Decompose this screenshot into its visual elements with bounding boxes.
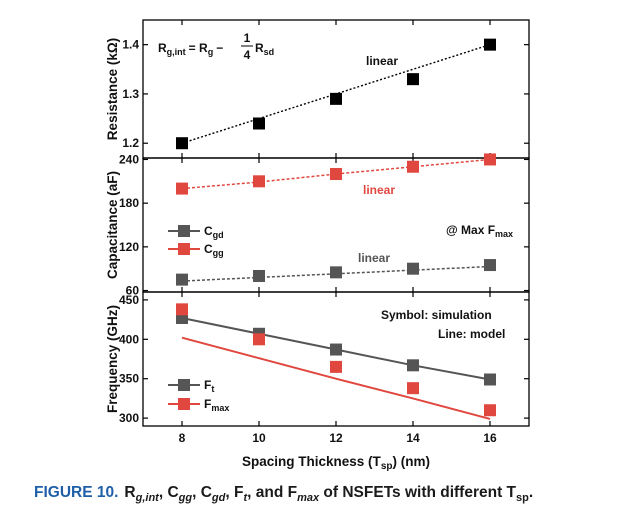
series-markers (176, 38, 496, 417)
capacitance-legend: Cgd Cgg (168, 224, 224, 258)
svg-text:Rg,int= Rg−: Rg,int = Rg − (158, 41, 223, 57)
cgd-fit-line (181, 265, 491, 282)
max-fmax-annotation: @ Max Fmax (446, 223, 513, 239)
fmax-marker (407, 382, 419, 395)
svg-text:1: 1 (244, 31, 251, 45)
y-tick-label: 400 (119, 332, 139, 346)
resistance-marker (330, 92, 342, 105)
fmax-marker (176, 303, 188, 316)
y-tick-label: 1.2 (122, 136, 139, 150)
ft-marker (330, 343, 342, 356)
x-tick-label: 16 (483, 431, 497, 445)
y-tick-label: 240 (119, 152, 139, 166)
ft-marker (407, 359, 419, 372)
resistance-equation: Rg,int = Rg − 1 4 Rsd (158, 31, 274, 62)
fmax-model-line (181, 336, 491, 420)
simulation-annotation: Symbol: simulation (381, 308, 492, 322)
cgg-marker (176, 182, 188, 195)
ft-marker (484, 373, 496, 386)
y-tick-label: 120 (119, 240, 139, 254)
svg-text:Cgd: Cgd (204, 224, 224, 240)
cgd-marker (407, 262, 419, 275)
fmax-marker (330, 360, 342, 373)
svg-text:Rsd: Rsd (255, 41, 274, 57)
fmax-marker (484, 404, 496, 417)
cgg-marker (253, 175, 265, 188)
cgg-marker (330, 168, 342, 181)
resistance-ylabel: Resistance (kΩ) (105, 38, 120, 140)
cgd-marker (330, 266, 342, 279)
resistance-marker (484, 38, 496, 51)
svg-text:4: 4 (244, 48, 251, 62)
cgg-marker (407, 160, 419, 173)
resistance-fit-label: linear (366, 54, 398, 68)
cgd-marker (176, 273, 188, 286)
y-tick-label: 450 (119, 293, 139, 307)
cgd-fit-label: linear (358, 251, 390, 265)
x-axis-label: Spacing Thickness (Tsp) (nm) (242, 454, 430, 472)
cgg-marker (484, 153, 496, 166)
cgg-fit-label: linear (363, 183, 395, 197)
resistance-marker (176, 137, 188, 150)
cgg-fit-line (181, 158, 491, 190)
x-tick-label: 12 (329, 431, 343, 445)
frequency-ylabel: Frequency (GHz) (105, 305, 120, 413)
model-annotation: Line: model (438, 327, 505, 341)
resistance-marker (407, 73, 419, 86)
y-tick-label: 300 (119, 411, 139, 425)
cgd-marker (253, 269, 265, 282)
y-tick-label: 60 (126, 284, 140, 298)
tick-labels: 1.2 1.3 1.4 60 120 180 240 300 350 400 450 8 10 12 14 1… (119, 38, 497, 445)
frequency-legend: Ft Fmax (168, 378, 229, 413)
cgd-marker (484, 259, 496, 272)
y-tick-label: 1.3 (122, 87, 139, 101)
svg-text:Fmax: Fmax (204, 397, 229, 413)
x-tick-label: 10 (252, 431, 266, 445)
y-tick-label: 180 (119, 196, 139, 210)
caption-label: FIGURE 10. (34, 484, 119, 501)
resistance-marker (253, 117, 265, 130)
figure-caption: FIGURE 10. Rg,int, Cgg, Cgd, Ft, and Fmax… (34, 484, 534, 505)
capacitance-ylabel: Capacitance (aF) (105, 171, 120, 279)
svg-text:Cgg: Cgg (204, 242, 224, 258)
x-tick-label: 8 (179, 431, 186, 445)
y-tick-label: 1.4 (122, 38, 139, 52)
fmax-marker (253, 333, 265, 346)
y-tick-label: 350 (119, 372, 139, 386)
svg-text:Ft: Ft (204, 378, 214, 394)
x-tick-label: 14 (406, 431, 420, 445)
